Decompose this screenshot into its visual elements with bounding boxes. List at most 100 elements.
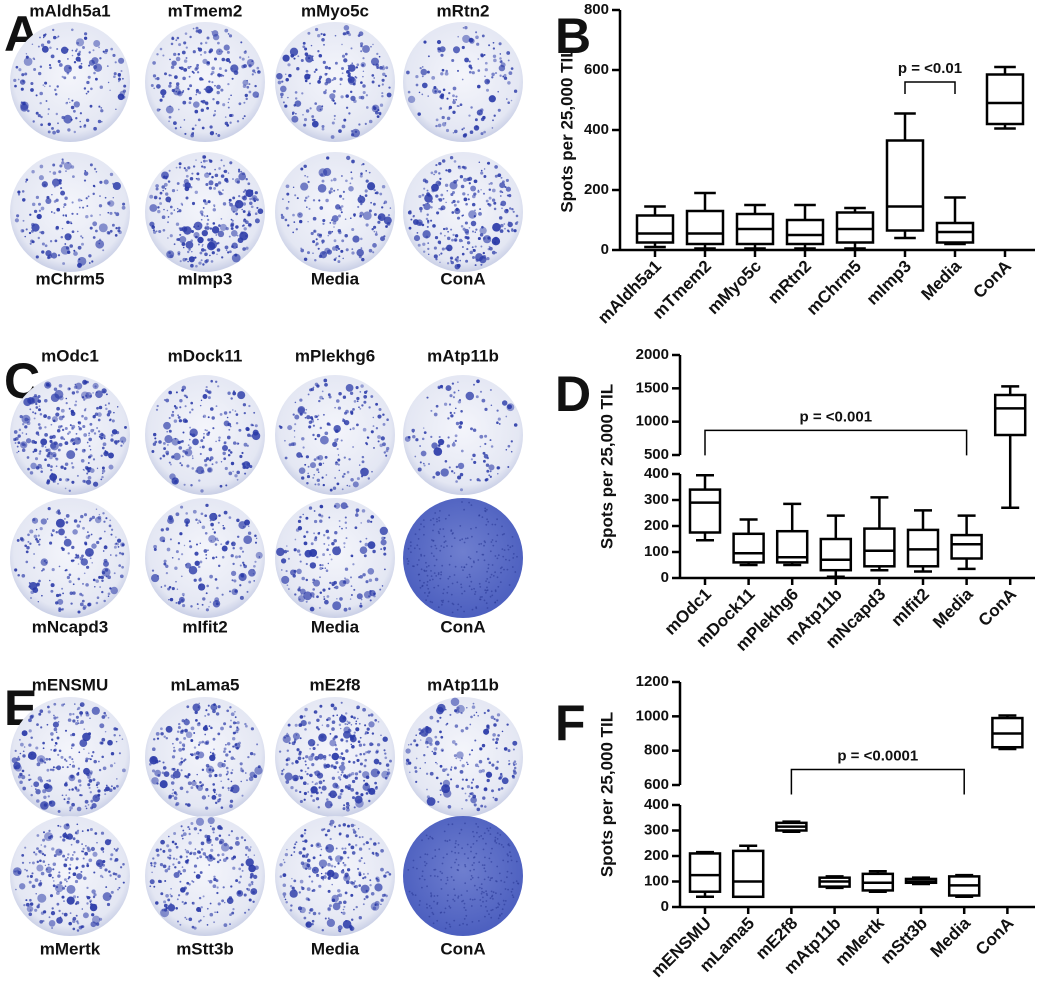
spot: [43, 85, 46, 88]
spot: [368, 847, 371, 850]
spot: [16, 451, 18, 454]
spot: [71, 466, 75, 469]
spot: [227, 453, 231, 457]
spot: [204, 714, 207, 717]
spot: [334, 735, 338, 739]
spot: [42, 84, 45, 86]
spot: [287, 224, 290, 227]
spot: [210, 260, 214, 263]
spot: [491, 539, 494, 541]
spot: [504, 888, 507, 890]
spot: [227, 33, 230, 35]
spot: [181, 455, 184, 458]
spot: [107, 81, 110, 84]
spot: [314, 756, 319, 761]
spot: [46, 40, 51, 44]
spot: [38, 882, 42, 887]
spot: [487, 563, 490, 566]
spot: [121, 565, 124, 569]
spot: [447, 577, 450, 580]
spot: [457, 843, 460, 846]
spot: [311, 752, 315, 756]
spot: [83, 124, 87, 128]
spot: [64, 196, 68, 200]
spot: [42, 747, 45, 750]
spot: [360, 793, 364, 797]
spot: [170, 895, 173, 898]
spot: [450, 228, 453, 231]
spot: [338, 723, 342, 727]
spot: [217, 564, 221, 568]
spot: [325, 844, 335, 853]
spot: [300, 247, 302, 250]
spot: [69, 912, 72, 914]
spot: [494, 236, 498, 241]
spot: [250, 846, 252, 848]
spot: [319, 566, 323, 571]
spot: [374, 718, 378, 722]
spot: [499, 53, 502, 55]
spot: [472, 230, 474, 233]
spot: [41, 250, 45, 254]
spot: [151, 871, 153, 874]
spot: [445, 128, 450, 133]
spot: [499, 60, 503, 64]
spot: [491, 76, 494, 79]
spot: [328, 66, 331, 70]
spot: [320, 848, 323, 851]
spot: [51, 126, 54, 130]
spot: [187, 65, 191, 70]
spot: [348, 458, 351, 461]
spot: [61, 794, 64, 797]
spot: [226, 772, 229, 775]
spot: [227, 101, 230, 104]
spot: [234, 410, 237, 412]
spot: [308, 506, 313, 510]
spot: [160, 586, 163, 588]
spot: [354, 776, 358, 780]
spot: [178, 162, 182, 166]
spot: [55, 885, 59, 889]
spot: [489, 595, 492, 598]
spot: [321, 127, 325, 131]
spot: [19, 772, 23, 777]
spot: [254, 71, 257, 74]
spot: [215, 879, 219, 882]
spot: [483, 891, 485, 894]
spot: [423, 203, 431, 211]
spot: [117, 226, 121, 230]
spot: [188, 566, 198, 575]
spot: [473, 803, 477, 807]
spot: [280, 92, 284, 97]
spot: [280, 96, 283, 99]
spot: [516, 555, 518, 558]
spot: [438, 435, 441, 439]
spot: [293, 889, 296, 892]
spot: [446, 545, 448, 547]
spot: [182, 90, 185, 92]
spot: [82, 857, 85, 860]
spot: [75, 390, 79, 394]
spot: [77, 610, 81, 614]
spot: [193, 101, 200, 108]
spot: [282, 54, 290, 62]
spot: [334, 61, 338, 65]
spot: [421, 193, 425, 197]
spot: [240, 836, 244, 839]
spot: [165, 177, 168, 180]
spot: [75, 857, 79, 861]
spot: [335, 855, 343, 863]
spot: [241, 769, 245, 773]
spot: [47, 113, 50, 115]
spot: [95, 239, 105, 249]
spot: [455, 858, 458, 861]
spot: [168, 835, 170, 838]
spot: [321, 179, 325, 183]
spot: [305, 69, 309, 73]
spot: [181, 866, 184, 868]
spot: [315, 797, 320, 801]
spot: [226, 435, 231, 440]
spot: [103, 530, 106, 533]
spot: [453, 441, 455, 444]
spot: [205, 787, 209, 792]
